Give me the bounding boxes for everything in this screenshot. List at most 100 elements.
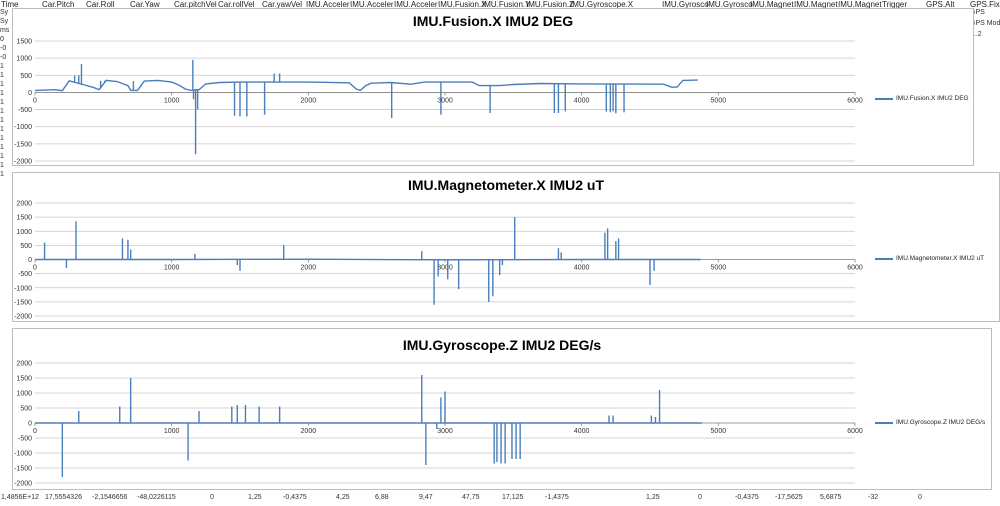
column-header[interactable]: IMU.Magnet bbox=[794, 0, 838, 9]
column-header[interactable]: Car.yawVel bbox=[262, 0, 303, 9]
column-header[interactable]: Car.Roll bbox=[86, 0, 115, 9]
column-header[interactable]: IMU.Fusion.X bbox=[438, 0, 487, 9]
data-cell[interactable]: 4,25 bbox=[336, 494, 350, 501]
legend-swatch bbox=[875, 257, 893, 260]
data-cell[interactable]: 1,4856E+12 bbox=[1, 494, 39, 501]
row-cell[interactable]: -0 bbox=[0, 45, 7, 52]
x-tick-label: 4000 bbox=[574, 265, 590, 272]
data-cell[interactable]: -48,0226115 bbox=[137, 494, 176, 501]
row-cell[interactable]: 1 bbox=[0, 117, 4, 124]
x-tick-label: 0 bbox=[33, 97, 37, 104]
row-cell[interactable]: 1 bbox=[0, 108, 4, 115]
column-header[interactable]: IMU.Acceler bbox=[350, 0, 394, 9]
row-cell[interactable]: 1 bbox=[0, 144, 4, 151]
data-cell[interactable]: 1,25 bbox=[646, 494, 660, 501]
data-cell[interactable]: 17,5554326 bbox=[45, 494, 82, 501]
x-tick-label: 5000 bbox=[711, 97, 727, 104]
y-tick-label: 1500 bbox=[16, 39, 32, 46]
data-cell[interactable]: 0 bbox=[210, 494, 214, 501]
row-cell[interactable]: 1 bbox=[0, 63, 4, 70]
column-header[interactable]: Car.rollVel bbox=[218, 0, 255, 9]
row-cell[interactable]: 1 bbox=[0, 90, 4, 97]
chart-gyroscope-z[interactable]: IMU.Gyroscope.Z IMU2 DEG/s 2000 1500 1000 5… bbox=[12, 328, 992, 490]
row-cell[interactable]: 1 bbox=[0, 99, 4, 106]
column-header[interactable]: Car.Yaw bbox=[130, 0, 160, 9]
y-tick-label: -1500 bbox=[14, 466, 32, 473]
y-tick-label: 1000 bbox=[16, 56, 32, 63]
column-header[interactable]: IMU.Gyrosco bbox=[706, 0, 753, 9]
row-cell[interactable]: GPS bbox=[970, 9, 985, 16]
y-tick-label: 1500 bbox=[16, 376, 32, 383]
row-cell[interactable]: GPS Mod bbox=[970, 20, 1000, 27]
series-line bbox=[34, 79, 698, 92]
column-header[interactable]: IMU.Acceler bbox=[394, 0, 438, 9]
chart-title: IMU.Fusion.X IMU2 DEG bbox=[412, 13, 574, 29]
y-tick-label: -1000 bbox=[14, 124, 32, 131]
y-tick-label: 1000 bbox=[16, 229, 32, 236]
column-header[interactable]: IMU.Magnet bbox=[750, 0, 794, 9]
data-cell[interactable]: -17,5625 bbox=[775, 494, 803, 501]
bottom-data-row: 1,4856E+12 17,5554326 -2,1546656 -48,022611… bbox=[0, 492, 1000, 506]
x-tick-label: 1000 bbox=[164, 265, 180, 272]
column-header[interactable]: IMU.Fusion.Z bbox=[526, 0, 575, 9]
column-header[interactable]: Car.Pitch bbox=[42, 0, 75, 9]
row-cell[interactable]: 1 bbox=[0, 135, 4, 142]
row-cell[interactable]: 0..2 bbox=[970, 31, 982, 38]
legend-label: IMU.Gyroscope.Z IMU2 DEG/s bbox=[896, 419, 986, 426]
chart-fusion-x[interactable]: IMU.Fusion.X IMU2 DEG 1500 1000 500 0 -500 -1… bbox=[12, 8, 974, 166]
column-header[interactable]: IMU.Fusion.Y bbox=[482, 0, 531, 9]
column-header[interactable]: GPS.Fix bbox=[970, 0, 1000, 9]
data-cell[interactable]: -32 bbox=[868, 494, 879, 501]
column-header[interactable]: IMU.Acceler bbox=[306, 0, 350, 9]
x-tick-label: 3000 bbox=[437, 97, 453, 104]
data-cell[interactable]: 6,88 bbox=[375, 494, 389, 501]
data-cell[interactable]: -2,1546656 bbox=[92, 494, 128, 501]
row-cell[interactable]: Sy bbox=[0, 9, 9, 16]
legend-swatch bbox=[875, 97, 893, 100]
y-tick-label: -2000 bbox=[14, 481, 32, 488]
y-tick-label: 500 bbox=[20, 73, 32, 80]
chart-title: IMU.Gyroscope.Z IMU2 DEG/s bbox=[402, 337, 602, 353]
x-tick-label: 4000 bbox=[574, 97, 590, 104]
data-cell[interactable]: 5,6875 bbox=[820, 494, 842, 501]
data-cell[interactable]: 47,75 bbox=[462, 494, 480, 501]
data-cell[interactable]: 0 bbox=[918, 494, 922, 501]
row-cell[interactable]: 0 bbox=[0, 36, 4, 43]
legend-label: IMU.Magnetometer.X IMU2 uT bbox=[896, 255, 985, 262]
row-cell[interactable]: 1 bbox=[0, 162, 4, 169]
series-line bbox=[35, 258, 701, 261]
row-cell[interactable]: 1 bbox=[0, 81, 4, 88]
data-cell[interactable]: -0,4375 bbox=[735, 494, 759, 501]
x-tick-label: 0 bbox=[33, 428, 37, 435]
column-header[interactable]: GPS.Alt bbox=[926, 0, 955, 9]
y-tick-label: 1000 bbox=[16, 391, 32, 398]
y-tick-label: -500 bbox=[18, 107, 32, 114]
x-tick-label: 6000 bbox=[847, 97, 863, 104]
row-cell[interactable]: 1 bbox=[0, 153, 4, 160]
row-cells-left: Sy Sy ms 0 -0 -0 1 1 1 1 1 1 1 1 1 1 1 1 1 bbox=[0, 9, 12, 506]
data-cell[interactable]: -0,4375 bbox=[283, 494, 307, 501]
row-cell[interactable]: 1 bbox=[0, 171, 4, 178]
y-tick-label: -1000 bbox=[14, 285, 32, 292]
chart-magnetometer-x[interactable]: IMU.Magnetometer.X IMU2 uT 2000 1500 1000 5… bbox=[12, 172, 1000, 322]
y-tick-label: 0 bbox=[28, 421, 32, 428]
row-cell[interactable]: 1 bbox=[0, 72, 4, 79]
column-header[interactable]: Time bbox=[1, 0, 19, 9]
y-tick-label: 2000 bbox=[16, 361, 32, 368]
data-cell[interactable]: 9,47 bbox=[419, 494, 433, 501]
column-header[interactable]: IMU.Gyrosco bbox=[662, 0, 709, 9]
row-cell[interactable]: Sy bbox=[0, 18, 9, 25]
data-cell[interactable]: 1,25 bbox=[248, 494, 262, 501]
data-cell[interactable]: -1,4375 bbox=[545, 494, 569, 501]
column-header[interactable]: IMU.Gyroscope.X bbox=[570, 0, 634, 9]
row-cell[interactable]: -0 bbox=[0, 54, 7, 61]
y-tick-label: 500 bbox=[20, 406, 32, 413]
column-header[interactable]: Trigger bbox=[882, 0, 908, 9]
data-cell[interactable]: 0 bbox=[698, 494, 702, 501]
column-header[interactable]: IMU.Magnet bbox=[838, 0, 882, 9]
row-cell[interactable]: ms bbox=[0, 27, 10, 34]
column-header[interactable]: Car.pitchVel bbox=[174, 0, 217, 9]
data-cell[interactable]: 17,125 bbox=[502, 494, 524, 501]
x-tick-label: 2000 bbox=[301, 428, 317, 435]
row-cell[interactable]: 1 bbox=[0, 126, 4, 133]
